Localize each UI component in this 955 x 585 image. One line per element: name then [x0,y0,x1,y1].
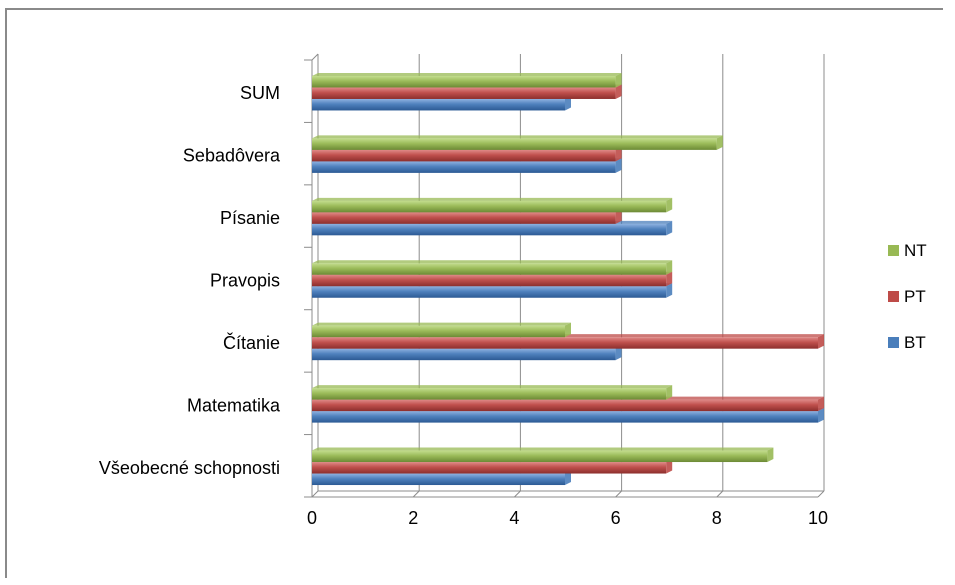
y-axis-top-edge [311,53,319,61]
floor-tick [817,490,825,498]
y-category-label: Všeobecné schopnosti [99,458,280,478]
x-tick-label: 4 [509,508,519,528]
x-tick-label: 0 [307,508,317,528]
bar-nt [312,197,673,213]
floor-tick [311,490,319,498]
legend-label: NT [904,241,927,260]
bar-nt [312,447,774,463]
legend-label: PT [904,287,926,306]
y-category-label: Čítanie [223,332,280,353]
bar-nt [312,260,673,275]
y-category-label: Sebadôvera [183,146,281,166]
legend-swatch [888,245,899,256]
legend-item-pt: PT [888,287,926,306]
y-category-label: Matematika [187,395,281,415]
y-category-label: Pravopis [210,271,280,291]
x-tick-label: 2 [408,508,418,528]
x-tick-label: 10 [808,508,828,528]
floor-tick [615,490,622,498]
bar-nt [312,135,723,150]
legend-swatch [888,291,899,302]
x-tick-label: 6 [611,508,621,528]
y-category-label: SUM [240,83,280,103]
floor-tick [514,490,521,498]
y-category-label: Písanie [220,208,280,228]
floor-tick [412,490,420,498]
x-tick-label: 8 [712,508,722,528]
legend-item-nt: NT [888,241,927,260]
legend-label: BT [904,333,926,352]
legend-swatch [888,337,899,348]
bar-nt [312,72,622,88]
floor-tick [716,490,724,498]
legend-item-bt: BT [888,333,926,352]
bar-nt [312,322,571,338]
bar-nt [312,385,673,400]
